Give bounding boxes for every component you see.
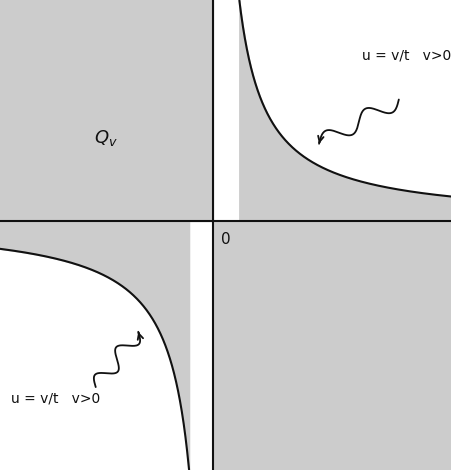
Text: u = v/t   v>0: u = v/t v>0 bbox=[361, 48, 450, 63]
Text: $Q_v$: $Q_v$ bbox=[94, 128, 118, 148]
Text: u = v/t   v>0: u = v/t v>0 bbox=[11, 391, 100, 405]
Text: 0: 0 bbox=[220, 232, 230, 247]
